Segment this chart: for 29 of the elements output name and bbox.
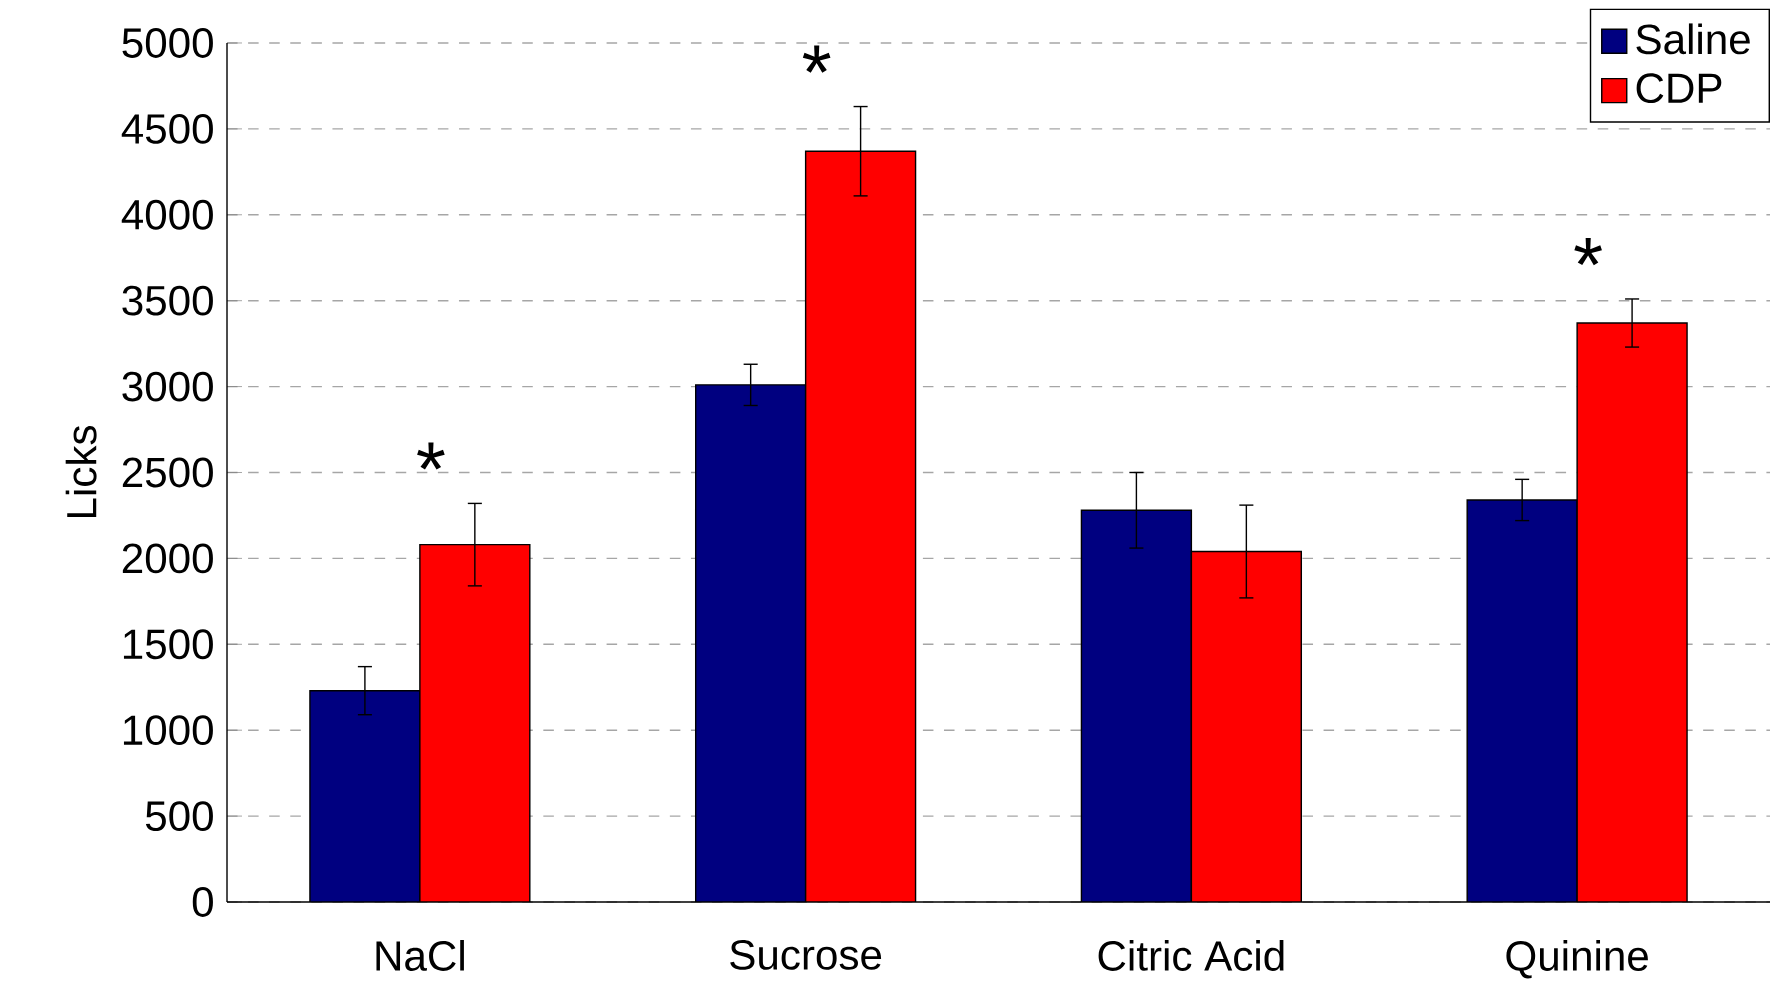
bar — [309, 690, 420, 902]
y-tick-label: 3000 — [122, 371, 213, 402]
legend-label: CDP — [1636, 73, 1722, 104]
y-tick-label: 500 — [145, 801, 213, 831]
y-tick-label: 2000 — [122, 543, 213, 574]
y-axis-title: Licks — [65, 425, 97, 518]
x-tick-label: Sucrose — [730, 939, 882, 970]
x-tick-label: Quinine — [1506, 939, 1648, 979]
bar — [1466, 499, 1578, 902]
y-tick-label: 4500 — [121, 113, 213, 144]
bar — [695, 384, 806, 902]
annotation: * — [417, 442, 445, 470]
bar — [1081, 510, 1192, 902]
x-tick-label: NaCl — [376, 939, 464, 971]
y-tick-label: 4000 — [121, 199, 213, 230]
annotation: * — [802, 45, 831, 73]
annotation: * — [1574, 238, 1602, 266]
bar — [1576, 322, 1688, 902]
y-tick-label: 1500 — [123, 629, 213, 660]
y-tick-label: 3500 — [122, 285, 213, 316]
bar — [805, 151, 916, 902]
x-tick-label: Citric Acid — [1098, 939, 1284, 971]
y-tick-label: 2500 — [122, 457, 213, 488]
bar — [419, 544, 530, 902]
legend-label: Saline — [1636, 23, 1750, 55]
y-tick-label: 1000 — [123, 715, 213, 746]
bar — [1191, 551, 1302, 902]
y-tick-label: 5000 — [122, 28, 213, 58]
y-tick-label: 0 — [192, 887, 213, 917]
